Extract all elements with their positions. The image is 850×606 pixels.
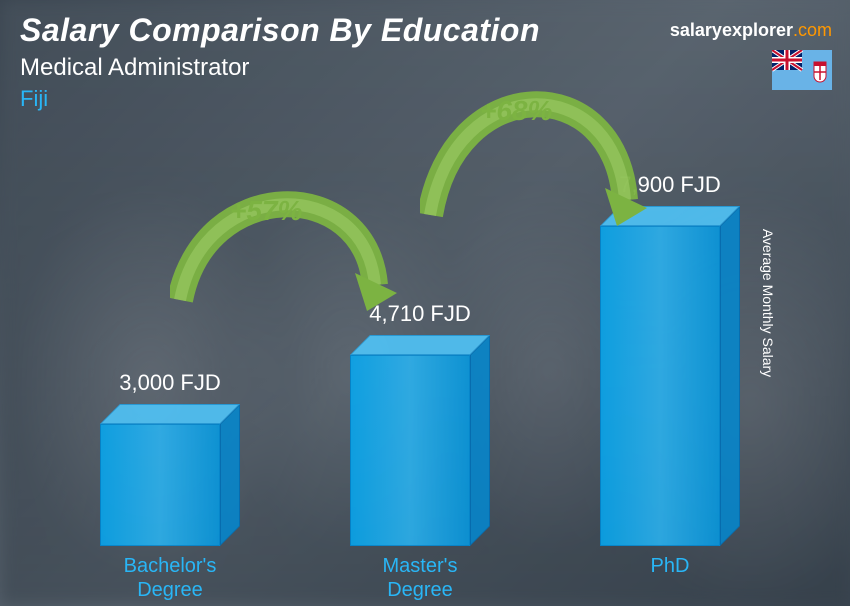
arrow-percent-label: +57%: [230, 195, 302, 227]
country-label: Fiji: [20, 86, 830, 112]
subtitle: Medical Administrator: [20, 54, 830, 82]
bar-side: [470, 335, 490, 546]
bar-top: [100, 404, 240, 424]
brand-logo: salaryexplorer.com: [670, 20, 832, 41]
bar-category-label: PhD: [590, 554, 750, 578]
brand-name: salaryexplorer: [670, 20, 793, 40]
bar-0: 3,000 FJDBachelor'sDegree: [100, 424, 240, 546]
bar-value-label: 3,000 FJD: [90, 370, 250, 396]
brand-tld: .com: [793, 20, 832, 40]
bar-side: [220, 404, 240, 546]
fiji-flag-icon: [772, 50, 832, 90]
bar-2: 7,900 FJDPhD: [600, 226, 740, 546]
bar-front: [350, 355, 470, 546]
bar-top: [350, 335, 490, 355]
bar-category-label: Bachelor'sDegree: [90, 554, 250, 602]
bar-1: 4,710 FJDMaster'sDegree: [350, 355, 490, 546]
increase-arrow-0: +57%: [170, 180, 400, 330]
bar-side: [720, 206, 740, 546]
bar-chart: 3,000 FJDBachelor'sDegree 4,710 FJDMaster…: [60, 146, 770, 546]
bar-front: [600, 226, 720, 546]
bar-category-label: Master'sDegree: [340, 554, 500, 602]
bar-front: [100, 424, 220, 546]
y-axis-label: Average Monthly Salary: [760, 229, 776, 377]
